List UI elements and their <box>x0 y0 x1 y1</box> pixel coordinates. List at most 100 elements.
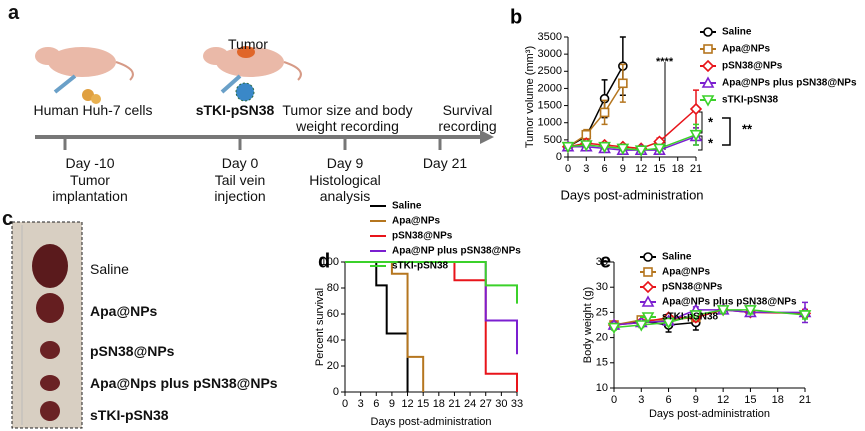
y-tick-label: 0 <box>556 151 562 163</box>
x-tick-label: 12 <box>717 394 729 406</box>
point <box>716 305 730 317</box>
y-tick-label: 2000 <box>538 82 562 94</box>
syringe <box>220 74 242 94</box>
point <box>701 76 715 88</box>
y-tick-label: 2500 <box>538 65 562 77</box>
tumor <box>32 244 68 288</box>
panel-label: b <box>510 6 522 28</box>
bracket <box>698 111 703 134</box>
point <box>689 310 703 322</box>
series-line <box>345 261 425 392</box>
x-tick-label: 12 <box>635 163 647 175</box>
tumor <box>237 46 255 58</box>
point <box>607 322 621 335</box>
x-tick-label: 33 <box>511 398 523 410</box>
mouse-head <box>35 47 61 65</box>
legend-label: Saline <box>662 252 692 263</box>
x-tick-label: 3 <box>583 163 589 175</box>
point <box>598 141 611 154</box>
point <box>561 141 575 154</box>
point <box>599 107 610 118</box>
x-tick-label: 15 <box>744 394 756 406</box>
legend-label: pSN38@NPs <box>722 61 783 72</box>
x-tick-label: 6 <box>666 394 672 406</box>
event-label: Tumor implantation <box>52 172 128 204</box>
event-label: Tail vein injection <box>214 172 266 204</box>
x-tick-label: 15 <box>417 398 429 410</box>
point <box>703 27 713 37</box>
series-line <box>345 261 518 304</box>
y-axis-label: Tumor volume (mm³) <box>524 46 536 148</box>
x-tick-label: 3 <box>358 398 364 410</box>
legend-label: pSN38@NPs <box>392 231 453 242</box>
x-tick-label: 6 <box>373 398 379 410</box>
annotation: **** <box>656 56 674 68</box>
x-tick-label: 18 <box>772 394 784 406</box>
legend-label: sTKI-pSN38 <box>392 261 449 272</box>
event-label: Histological analysis <box>309 172 381 204</box>
x-tick-label: 0 <box>611 394 617 406</box>
tumor <box>40 375 60 391</box>
y-axis-label: Body weight (g) <box>582 287 594 363</box>
day-label: Day 0 <box>221 155 259 171</box>
x-tick-label: 3 <box>638 394 644 406</box>
x-axis-label: Days post-administration <box>649 408 770 420</box>
y-tick-label: 1500 <box>538 99 562 111</box>
x-tick-label: 9 <box>620 163 626 175</box>
x-tick-label: 15 <box>653 163 665 175</box>
recording-label: Tumor size and body weight recording <box>282 102 413 134</box>
y-tick-label: 60 <box>327 308 339 320</box>
legend-label: sTKI-pSN38 <box>722 95 779 106</box>
point <box>744 305 757 317</box>
x-tick-label: 30 <box>495 398 507 410</box>
x-tick-label: 18 <box>433 398 445 410</box>
panel-label: d <box>318 250 330 272</box>
point <box>701 59 715 73</box>
y-tick-label: 30 <box>596 281 608 293</box>
legend-label: Apa@NPs plus pSN38@NPs <box>662 297 797 308</box>
panel-label: e <box>600 250 611 272</box>
x-tick-label: 21 <box>448 398 460 410</box>
y-tick-label: 100 <box>321 256 339 268</box>
y-tick-label: 0 <box>333 386 339 398</box>
panel-label: c <box>2 208 14 230</box>
x-tick-label: 0 <box>342 398 348 410</box>
point <box>634 320 648 332</box>
tumor <box>40 401 60 421</box>
x-tick-label: 21 <box>799 394 811 406</box>
syringe <box>53 74 77 94</box>
point <box>689 129 703 142</box>
annotation: * <box>708 135 714 150</box>
point <box>643 267 653 277</box>
mouse-tail <box>115 61 134 81</box>
tumor <box>36 293 64 323</box>
y-tick-label: 15 <box>596 357 608 369</box>
legend-label: Saline <box>722 27 752 38</box>
legend-label: Apa@NPs <box>662 267 711 278</box>
legend-label: Apa@NPs <box>392 216 441 227</box>
x-tick-label: 9 <box>693 394 699 406</box>
y-tick-label: 20 <box>327 360 339 372</box>
point <box>703 44 713 54</box>
group-label: sTKI-pSN38 <box>90 407 169 423</box>
y-axis-label: Percent survival <box>314 288 326 366</box>
mouse-tail <box>283 61 302 81</box>
x-axis-label: Days post-administration <box>560 187 703 202</box>
x-tick-label: 18 <box>672 163 684 175</box>
timeline-arrow <box>480 130 494 144</box>
point <box>634 145 648 157</box>
legend-label: Apa@NP plus pSN38@NPs <box>392 246 521 257</box>
tumor <box>40 341 60 359</box>
bracket <box>698 135 703 151</box>
point <box>641 312 655 324</box>
point <box>798 310 812 322</box>
y-tick-label: 40 <box>327 334 339 346</box>
mouse-head <box>203 47 229 65</box>
point <box>618 78 628 89</box>
series-line <box>345 261 518 392</box>
drug-label: sTKI-pSN38 <box>195 102 275 118</box>
legend-label: pSN38@NPs <box>662 282 723 293</box>
mouse <box>48 47 116 77</box>
series-line <box>345 261 518 355</box>
